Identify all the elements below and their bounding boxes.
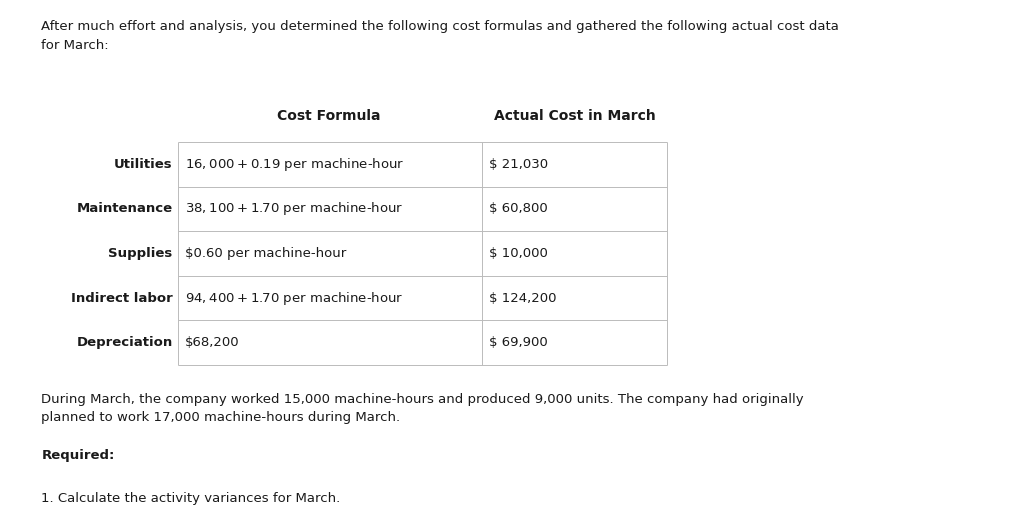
Text: Indirect labor: Indirect labor bbox=[71, 292, 173, 305]
Text: Cost Formula: Cost Formula bbox=[276, 109, 381, 123]
Text: $94,400 + $1.70 per machine-hour: $94,400 + $1.70 per machine-hour bbox=[185, 289, 403, 307]
Text: Actual Cost in March: Actual Cost in March bbox=[493, 109, 656, 123]
Text: Supplies: Supplies bbox=[109, 247, 173, 260]
Text: After much effort and analysis, you determined the following cost formulas and g: After much effort and analysis, you dete… bbox=[41, 20, 840, 52]
Text: $ 60,800: $ 60,800 bbox=[489, 202, 548, 215]
Text: Maintenance: Maintenance bbox=[77, 202, 173, 215]
Text: Utilities: Utilities bbox=[114, 158, 173, 171]
Text: During March, the company worked 15,000 machine-hours and produced 9,000 units. : During March, the company worked 15,000 … bbox=[41, 393, 804, 424]
Text: $ 21,030: $ 21,030 bbox=[489, 158, 548, 171]
Text: $38,100 + $1.70 per machine-hour: $38,100 + $1.70 per machine-hour bbox=[185, 200, 403, 218]
Text: $ 124,200: $ 124,200 bbox=[489, 292, 556, 305]
Text: 1. Calculate the activity variances for March.: 1. Calculate the activity variances for … bbox=[41, 492, 340, 505]
Text: $16,000 + $0.19 per machine-hour: $16,000 + $0.19 per machine-hour bbox=[185, 156, 404, 173]
Text: $ 69,900: $ 69,900 bbox=[489, 336, 548, 349]
Text: $0.60 per machine-hour: $0.60 per machine-hour bbox=[185, 247, 346, 260]
Text: Depreciation: Depreciation bbox=[77, 336, 173, 349]
Text: Required:: Required: bbox=[41, 449, 115, 462]
Text: $68,200: $68,200 bbox=[185, 336, 240, 349]
Text: $ 10,000: $ 10,000 bbox=[489, 247, 548, 260]
